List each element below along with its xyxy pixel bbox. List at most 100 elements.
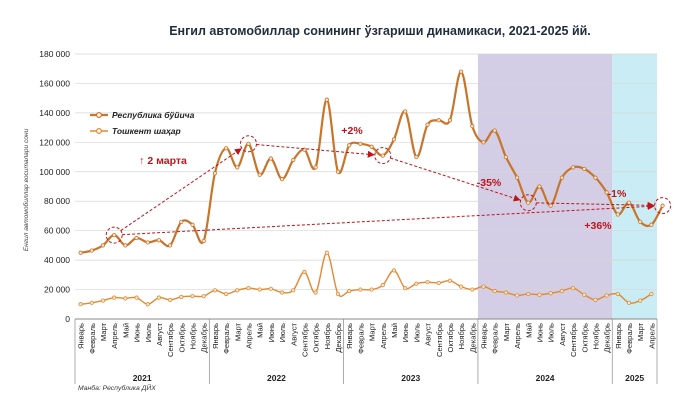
- series-1-point: [403, 285, 408, 291]
- x-tick-label: Март: [368, 322, 377, 341]
- legend-label-tashkent: Тошкент шаҳар: [112, 126, 181, 136]
- series-1-point: [246, 285, 251, 291]
- y-tick-label: 0: [65, 314, 70, 324]
- x-tick-label: Ноябрь: [457, 323, 466, 349]
- series-1-point: [89, 300, 94, 305]
- legend-marker-republic: [95, 111, 102, 118]
- x-tick-label: Июль: [412, 323, 421, 342]
- series-1-point: [626, 300, 632, 305]
- series-1-point: [145, 302, 150, 307]
- x-tick-label: Февраль: [625, 323, 634, 354]
- series-1-point: [369, 287, 374, 292]
- series-0-point: [425, 122, 430, 127]
- x-tick-label: Декабрь: [200, 323, 209, 353]
- series-0-point: [201, 238, 206, 244]
- series-1-point: [235, 288, 240, 293]
- x-tick-label: Февраль: [356, 323, 365, 354]
- year-label: 2025: [625, 373, 644, 383]
- x-tick-label: Октябрь: [580, 323, 589, 352]
- series-1-point: [570, 285, 576, 291]
- series-1-point: [347, 288, 352, 294]
- series-0-point: [626, 200, 632, 205]
- series-1-point: [156, 295, 162, 300]
- series-1-point: [313, 290, 318, 295]
- x-tick-label: Июнь: [267, 323, 276, 342]
- series-0-point: [369, 144, 374, 149]
- series-1-point: [268, 286, 273, 291]
- series-1-point: [459, 284, 464, 289]
- trend-arrow: [390, 157, 521, 202]
- series-1-point: [414, 281, 419, 286]
- annotation-label: -35%: [477, 177, 502, 189]
- series-1-point: [593, 297, 598, 302]
- x-tick-label: Март: [636, 322, 645, 341]
- series-1-point: [559, 288, 564, 294]
- series-1-point: [302, 269, 307, 274]
- series-1-point: [391, 268, 397, 273]
- series-1-point: [168, 297, 173, 302]
- series-0-point: [615, 212, 620, 217]
- highlight-circle: [374, 147, 392, 165]
- series-0-point: [447, 118, 453, 123]
- shaded-region-0: [477, 54, 613, 319]
- x-tick-label: Сентябрь: [166, 323, 175, 357]
- series-0-point: [156, 238, 162, 243]
- y-tick-label: 80 000: [44, 196, 70, 206]
- highlight-circle: [105, 226, 123, 244]
- x-tick-label: Апрель: [513, 323, 522, 349]
- y-tick-label: 160 000: [39, 78, 70, 88]
- series-0-point: [134, 235, 139, 241]
- series-1-point: [492, 288, 497, 294]
- series-1-point: [335, 291, 341, 297]
- series-0-point: [548, 203, 553, 208]
- x-tick-label: Август: [289, 322, 298, 345]
- y-tick-label: 100 000: [39, 167, 70, 177]
- legend: Республика бўйича Тошкент шаҳар: [90, 110, 195, 136]
- series-0-point: [358, 141, 363, 146]
- series-1-point: [604, 293, 609, 298]
- x-tick-label: Июнь: [535, 323, 544, 342]
- series-0-point: [168, 243, 173, 248]
- series-1-point: [190, 294, 195, 299]
- series-0-point: [414, 154, 419, 160]
- x-tick-label: Декабрь: [334, 323, 343, 353]
- x-tick-label: Апрель: [647, 323, 656, 349]
- series-1-point: [179, 294, 184, 300]
- series-0-point: [514, 175, 520, 180]
- series-0-point: [481, 140, 486, 145]
- series-1-point: [503, 290, 509, 295]
- series-0-point: [660, 203, 665, 208]
- series-0-point: [257, 172, 262, 177]
- series-1-point: [425, 280, 430, 285]
- series-0-point: [212, 171, 218, 176]
- series-0-point: [559, 175, 564, 180]
- trend-arrow: [256, 144, 375, 158]
- x-tick-label: Август: [558, 322, 567, 345]
- x-tick-label: Июль: [278, 323, 287, 342]
- x-tick-label: Ноябрь: [189, 323, 198, 349]
- shaded-region-1: [612, 54, 657, 319]
- annotation-label: +2%: [341, 125, 363, 137]
- series-0-point: [347, 143, 352, 148]
- series-1-point: [436, 280, 441, 286]
- trend-arrow: [122, 202, 655, 236]
- series-line-1: [80, 252, 652, 305]
- series-0-point: [223, 146, 229, 151]
- series-0-point: [335, 169, 341, 174]
- y-tick-label: 140 000: [39, 108, 70, 118]
- series-0-point: [179, 219, 184, 224]
- series-0-point: [649, 222, 654, 227]
- series-0-point: [78, 250, 83, 255]
- x-tick-label: Октябрь: [177, 323, 186, 352]
- series-1-point: [78, 302, 83, 307]
- x-tick-label: Март: [502, 322, 511, 341]
- series-0-point: [313, 165, 318, 170]
- x-tick-label: Ноябрь: [323, 323, 332, 349]
- series-1-point: [470, 287, 475, 292]
- series-0-point: [100, 243, 106, 248]
- series-0-point: [470, 124, 475, 129]
- x-tick-label: Декабрь: [603, 323, 612, 353]
- year-label: 2024: [536, 373, 555, 383]
- x-tick-label: Январь: [480, 323, 489, 349]
- series-0-point: [112, 232, 117, 238]
